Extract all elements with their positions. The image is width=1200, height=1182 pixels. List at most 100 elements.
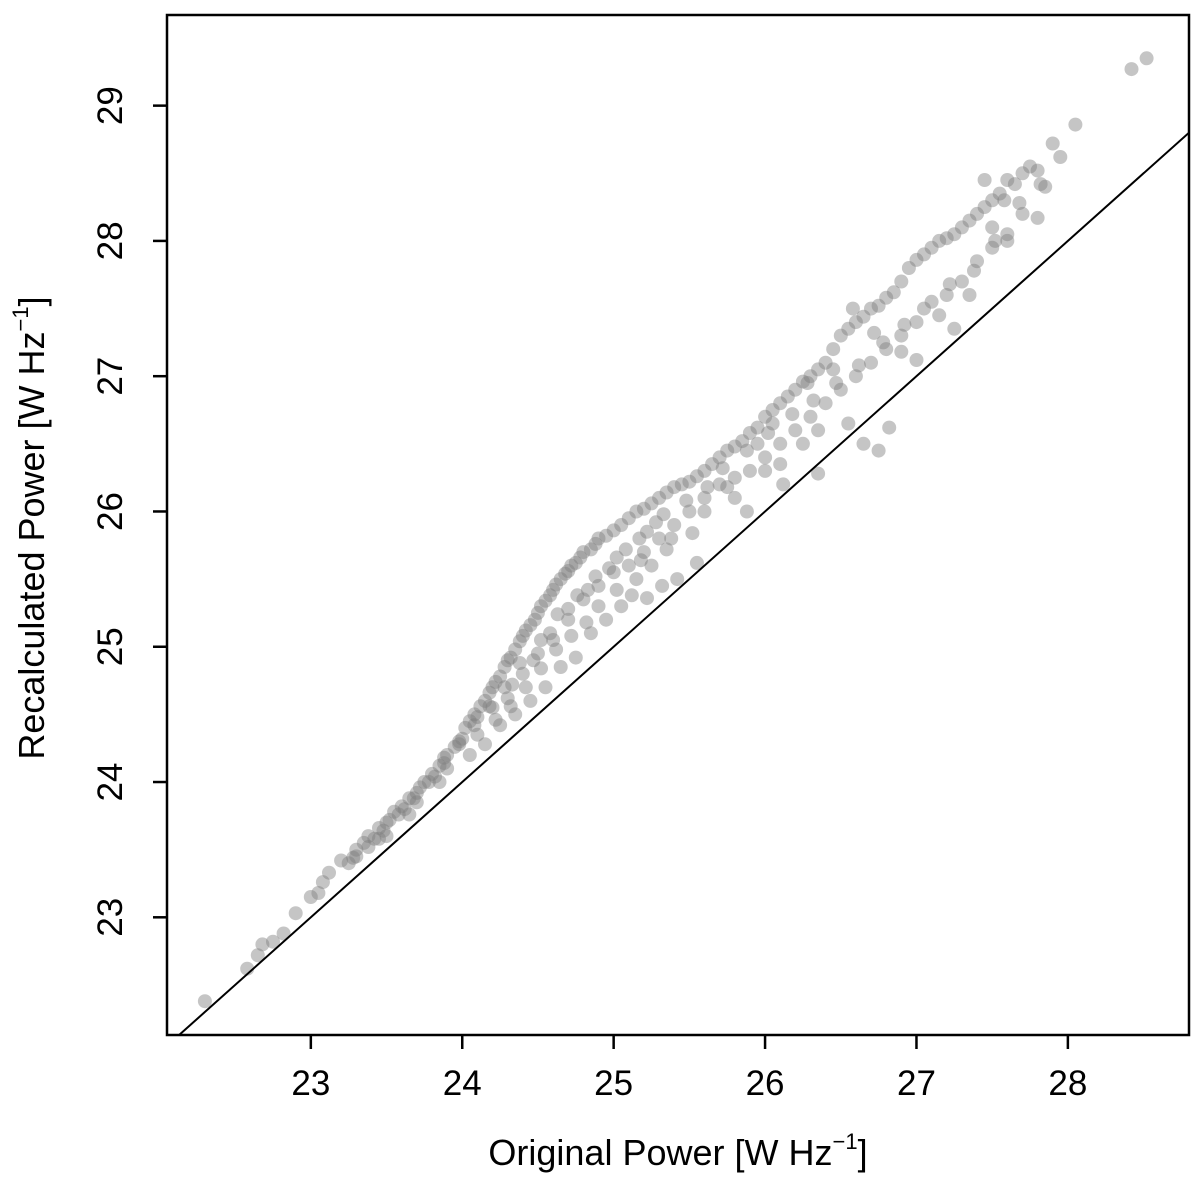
data-point xyxy=(939,288,954,302)
data-point xyxy=(583,626,598,641)
data-point xyxy=(1030,163,1045,178)
data-point xyxy=(977,173,992,187)
data-point xyxy=(886,285,901,300)
data-point xyxy=(970,206,984,221)
data-point xyxy=(841,321,856,336)
data-point xyxy=(379,815,394,830)
data-point xyxy=(932,233,947,248)
data-point xyxy=(488,712,503,727)
data-point xyxy=(992,186,1007,201)
data-point xyxy=(452,734,467,749)
data-point xyxy=(856,436,871,451)
data-point xyxy=(758,450,773,465)
y-tick-label: 27 xyxy=(91,357,130,396)
x-tick-label: 25 xyxy=(594,1064,633,1103)
data-point xyxy=(811,466,826,481)
data-point xyxy=(614,518,629,532)
data-point xyxy=(667,518,682,532)
data-point xyxy=(497,660,512,674)
data-point xyxy=(636,545,651,560)
data-point xyxy=(851,358,866,373)
data-point xyxy=(640,591,654,606)
data-point xyxy=(518,623,533,638)
data-point xyxy=(985,240,1000,255)
data-point xyxy=(505,677,520,692)
data-point xyxy=(705,457,720,472)
data-point xyxy=(276,926,291,941)
data-point xyxy=(570,588,585,603)
data-point xyxy=(561,564,576,578)
data-point xyxy=(349,842,364,857)
data-point xyxy=(845,301,860,316)
data-point xyxy=(527,612,542,627)
data-point xyxy=(437,756,452,771)
data-point xyxy=(549,577,564,592)
data-point xyxy=(848,369,863,384)
data-point xyxy=(785,407,800,422)
data-point xyxy=(266,934,280,949)
data-point xyxy=(503,650,518,665)
data-point xyxy=(402,807,417,822)
data-point xyxy=(1000,233,1015,248)
data-point xyxy=(788,423,803,438)
data-point xyxy=(568,555,583,570)
data-point xyxy=(803,369,818,384)
data-point xyxy=(1000,227,1015,242)
data-point xyxy=(523,693,538,708)
data-point xyxy=(397,802,412,817)
data-point xyxy=(394,799,409,814)
data-point xyxy=(667,480,682,495)
data-point xyxy=(564,558,579,573)
data-point xyxy=(826,342,841,357)
data-point xyxy=(697,463,712,478)
data-point xyxy=(773,436,788,451)
data-point xyxy=(700,480,715,495)
data-point xyxy=(618,542,633,557)
data-point xyxy=(428,769,442,784)
data-point xyxy=(515,628,530,643)
data-point xyxy=(478,693,492,708)
data-point xyxy=(947,321,962,336)
data-point xyxy=(924,294,939,309)
y-axis-title: Recalculated Power [W Hz−1] xyxy=(8,296,52,759)
data-point xyxy=(833,382,848,397)
points-layer xyxy=(197,51,1154,1009)
data-point xyxy=(970,254,984,269)
data-point xyxy=(954,274,969,289)
data-point xyxy=(250,948,265,963)
data-point xyxy=(402,791,417,806)
data-point xyxy=(1000,173,1015,187)
data-point xyxy=(437,750,452,765)
data-point xyxy=(523,618,538,633)
y-tick-label: 23 xyxy=(91,898,130,937)
x-axis-title-close: ] xyxy=(858,1132,868,1173)
data-point xyxy=(712,450,727,465)
data-point xyxy=(652,490,667,505)
data-point xyxy=(311,886,326,900)
data-point xyxy=(543,588,558,603)
data-point xyxy=(867,325,882,340)
data-point xyxy=(917,247,931,262)
data-point xyxy=(322,865,336,880)
data-point xyxy=(795,436,810,451)
data-point xyxy=(985,220,1000,235)
data-point xyxy=(897,317,912,332)
data-point xyxy=(1068,117,1083,132)
data-point xyxy=(636,501,651,516)
data-point xyxy=(1033,177,1048,192)
data-point xyxy=(788,382,803,397)
data-point xyxy=(864,301,878,316)
data-point xyxy=(573,550,588,565)
data-point xyxy=(503,699,518,714)
data-point xyxy=(606,523,621,538)
data-point xyxy=(462,748,477,762)
data-point xyxy=(882,420,897,435)
data-point xyxy=(550,607,565,622)
data-point xyxy=(629,504,644,519)
data-point xyxy=(379,829,394,844)
data-point xyxy=(493,669,508,684)
data-point xyxy=(485,680,500,695)
data-point xyxy=(806,393,821,408)
data-point xyxy=(909,315,924,330)
